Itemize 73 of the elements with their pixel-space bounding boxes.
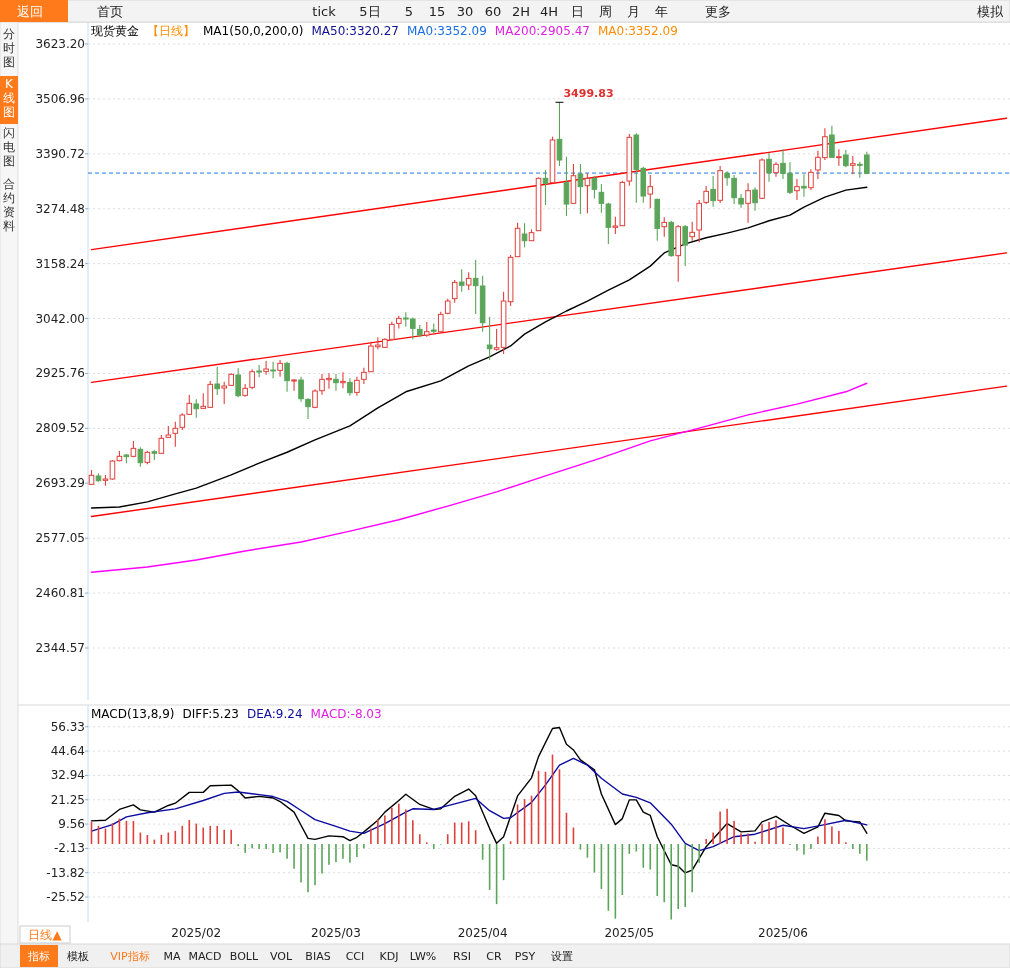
y-tick-label: 21.25 xyxy=(50,792,85,807)
text: VIP指标 xyxy=(110,950,150,963)
annotation: MA0:3352.09 xyxy=(597,24,678,38)
text: 指标 xyxy=(27,950,50,963)
text: 年 xyxy=(654,4,668,19)
y-tick-label: 3158.24 xyxy=(35,256,85,271)
y-tick-label: 2809.52 xyxy=(35,421,85,436)
y-tick-label: -2.13 xyxy=(53,841,85,856)
y-tick-label: 3042.00 xyxy=(35,311,85,326)
text: 分时图 xyxy=(3,27,15,69)
y-tick-label: 32.94 xyxy=(50,768,85,783)
annotation: MA1(50,0,200,0) xyxy=(203,24,304,38)
text: 合约资料 xyxy=(3,177,15,233)
text: MACD xyxy=(188,950,222,963)
text: LW% xyxy=(409,950,437,963)
text: 日线▲ xyxy=(28,928,63,942)
text: 更多 xyxy=(705,4,731,19)
annotation: 3499.83 xyxy=(563,87,614,101)
text: 2H xyxy=(511,4,531,19)
text: CR xyxy=(486,950,503,963)
text: DEA:9.24 xyxy=(246,707,303,721)
text: CCI xyxy=(345,950,365,963)
y-tick-label: -13.82 xyxy=(46,865,85,880)
text: BIAS xyxy=(305,950,331,963)
text: 30 xyxy=(456,4,474,19)
text: 闪电图 xyxy=(3,126,15,168)
annotation: MACD:-8.03 xyxy=(310,707,382,721)
chart-subtitle: 【日线】 xyxy=(147,24,195,38)
text: RSI xyxy=(453,950,471,963)
text: BOLL xyxy=(229,950,259,963)
annotation: MA50:3320.27 xyxy=(311,24,399,38)
text: KDJ xyxy=(379,950,399,963)
text: 周 xyxy=(598,4,612,19)
y-tick-label: -25.52 xyxy=(46,890,85,905)
text: VOL xyxy=(269,950,293,963)
x-tick-label: 2025/02 xyxy=(171,926,222,940)
text: 月 xyxy=(626,4,640,19)
annotation: MA200:2905.47 xyxy=(494,24,590,38)
y-tick-label: 56.33 xyxy=(50,719,85,734)
text: 日 xyxy=(570,4,584,19)
y-tick-label: 3390.72 xyxy=(35,146,85,161)
text: tick xyxy=(312,4,337,19)
y-tick-label: 3623.20 xyxy=(35,37,85,52)
text: 模拟 xyxy=(977,4,1004,19)
text: K线图 xyxy=(3,77,15,119)
text: 返回 xyxy=(17,4,43,19)
y-tick-label: 2577.05 xyxy=(35,531,85,546)
y-tick-label: 3274.48 xyxy=(35,201,85,216)
y-tick-label: 2344.57 xyxy=(35,641,85,656)
x-tick-label: 2025/06 xyxy=(758,926,808,940)
x-tick-label: 2025/03 xyxy=(311,926,361,940)
text: MA xyxy=(163,950,181,963)
y-tick-label: 44.64 xyxy=(50,744,85,759)
x-tick-label: 2025/04 xyxy=(457,926,508,940)
y-tick-label: 2925.76 xyxy=(35,366,85,381)
y-tick-label: 2460.81 xyxy=(35,586,85,601)
chart-title: 现货黄金 xyxy=(91,24,139,38)
text: 模板 xyxy=(67,950,89,963)
text: DIFF:5.23 xyxy=(182,707,239,721)
chart-title: MACD(13,8,9) xyxy=(91,707,175,721)
y-tick-label: 3506.96 xyxy=(35,91,85,106)
text: 60 xyxy=(484,4,502,19)
text: 设置 xyxy=(551,950,573,963)
annotation: MA0:3352.09 xyxy=(406,24,487,38)
text: 15 xyxy=(428,4,446,19)
x-tick-label: 2025/05 xyxy=(604,926,655,940)
text: 4H xyxy=(539,4,559,19)
text: 5 xyxy=(404,4,414,19)
y-tick-label: 9.56 xyxy=(58,817,85,832)
text: 5日 xyxy=(359,4,381,19)
text: 首页 xyxy=(97,4,123,19)
y-tick-label: 2693.29 xyxy=(35,476,85,491)
text: PSY xyxy=(514,950,536,963)
